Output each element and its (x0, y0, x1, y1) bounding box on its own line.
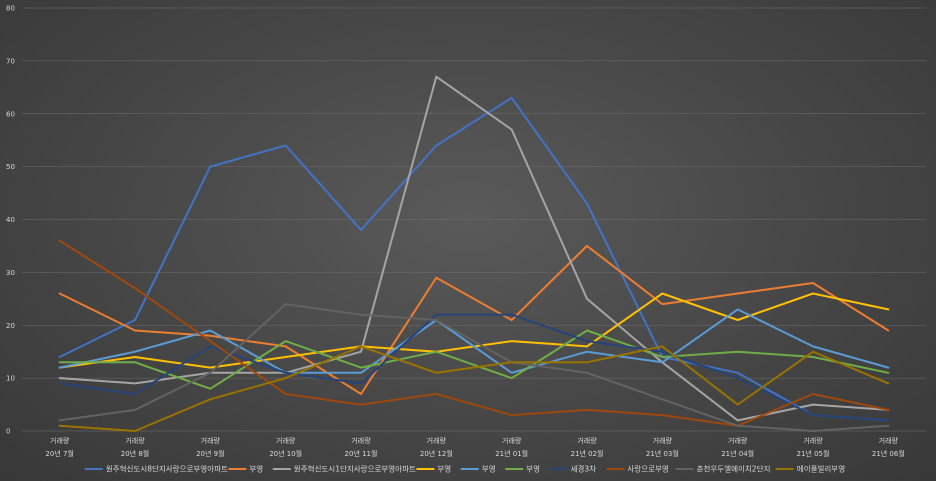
x-tick-label: 거래량 (803, 436, 823, 445)
y-tick-label: 80 (6, 5, 15, 13)
x-tick-label: 20년 11월 (345, 449, 378, 458)
x-tick-label: 20년 9월 (196, 449, 224, 458)
x-tick-label: 거래량 (427, 436, 447, 445)
y-tick-label: 50 (6, 163, 15, 171)
legend-item: 메이플빌리부영 (775, 464, 845, 474)
x-axis: 거래량 20년 7월 거래량 20년 8월 거래량 20년 9월 거래량 20년 10월 거래량… (45, 436, 904, 458)
x-tick-label: 20년 7월 (45, 449, 73, 458)
legend-item: 춘천우두엘에이치2단지 (675, 464, 771, 474)
series-line (58, 313, 890, 422)
legend-label: 부영 (437, 464, 451, 474)
y-tick-label: 0 (6, 428, 10, 436)
x-tick-label: 20년 12월 (420, 449, 453, 458)
series-line (58, 329, 890, 390)
plot-area (58, 75, 890, 432)
legend-item: 사랑으로부영 (606, 464, 669, 474)
x-tick-label: 21년 04월 (721, 449, 754, 458)
x-tick-label: 거래량 (653, 436, 673, 445)
x-tick-label: 거래량 (879, 436, 899, 445)
y-tick-label: 20 (6, 322, 15, 330)
series-line (58, 308, 890, 374)
x-tick-label: 거래량 (201, 436, 221, 445)
x-tick-label: 거래량 (125, 436, 145, 445)
series-line (58, 303, 890, 432)
legend-item: 부영 (416, 464, 451, 474)
legend-label: 춘천우두엘에이치2단지 (697, 464, 771, 474)
x-tick-label: 21년 05월 (797, 449, 830, 458)
series-line (58, 292, 890, 369)
series-line (58, 75, 890, 422)
x-tick-label: 거래량 (577, 436, 597, 445)
legend-item: 세경3차 (549, 464, 597, 474)
legend-item: 원주혁신도시1단지사랑으로부영아파트 (272, 464, 416, 474)
legend-label: 원주혁신도시8단지사랑으로부영아파트 (106, 464, 228, 474)
legend-item: 부영 (228, 464, 263, 474)
x-tick-label: 거래량 (50, 436, 70, 445)
x-tick-label: 20년 10월 (269, 449, 302, 458)
y-tick-label: 10 (6, 375, 15, 383)
series-line (58, 239, 890, 427)
x-tick-label: 21년 06월 (872, 449, 905, 458)
y-tick-label: 40 (6, 216, 15, 224)
series-line (58, 345, 890, 432)
y-axis: 0 10 20 30 40 50 60 70 80 (6, 5, 15, 436)
x-tick-label: 21년 02월 (571, 449, 604, 458)
legend-item: 원주혁신도시8단지사랑으로부영아파트 (84, 464, 228, 474)
x-tick-label: 거래량 (502, 436, 522, 445)
y-tick-label: 30 (6, 269, 15, 277)
series-line (58, 244, 890, 395)
x-tick-label: 21년 03월 (646, 449, 679, 458)
y-tick-label: 70 (6, 57, 15, 65)
legend-label: 부영 (526, 464, 540, 474)
series-line (58, 96, 890, 422)
legend-label: 세경3차 (571, 464, 597, 474)
x-tick-label: 거래량 (728, 436, 748, 445)
x-tick-label: 20년 8월 (121, 449, 149, 458)
legend-label: 부영 (249, 464, 263, 474)
legend-label: 부영 (482, 464, 496, 474)
legend-label: 원주혁신도시1단지사랑으로부영아파트 (294, 464, 416, 474)
legend-item: 부영 (505, 464, 540, 474)
y-tick-label: 60 (6, 110, 15, 118)
x-tick-label: 거래량 (351, 436, 371, 445)
x-tick-label: 거래량 (276, 436, 296, 445)
legend-item: 부영 (460, 464, 496, 474)
legend-label: 사랑으로부영 (627, 464, 668, 474)
legend-label: 메이플빌리부영 (797, 464, 845, 474)
legend: 원주혁신도시8단지사랑으로부영아파트 부영 원주혁신도시1단지사랑으로부영아파트 부영… (84, 464, 845, 474)
x-tick-label: 21년 01월 (495, 449, 528, 458)
